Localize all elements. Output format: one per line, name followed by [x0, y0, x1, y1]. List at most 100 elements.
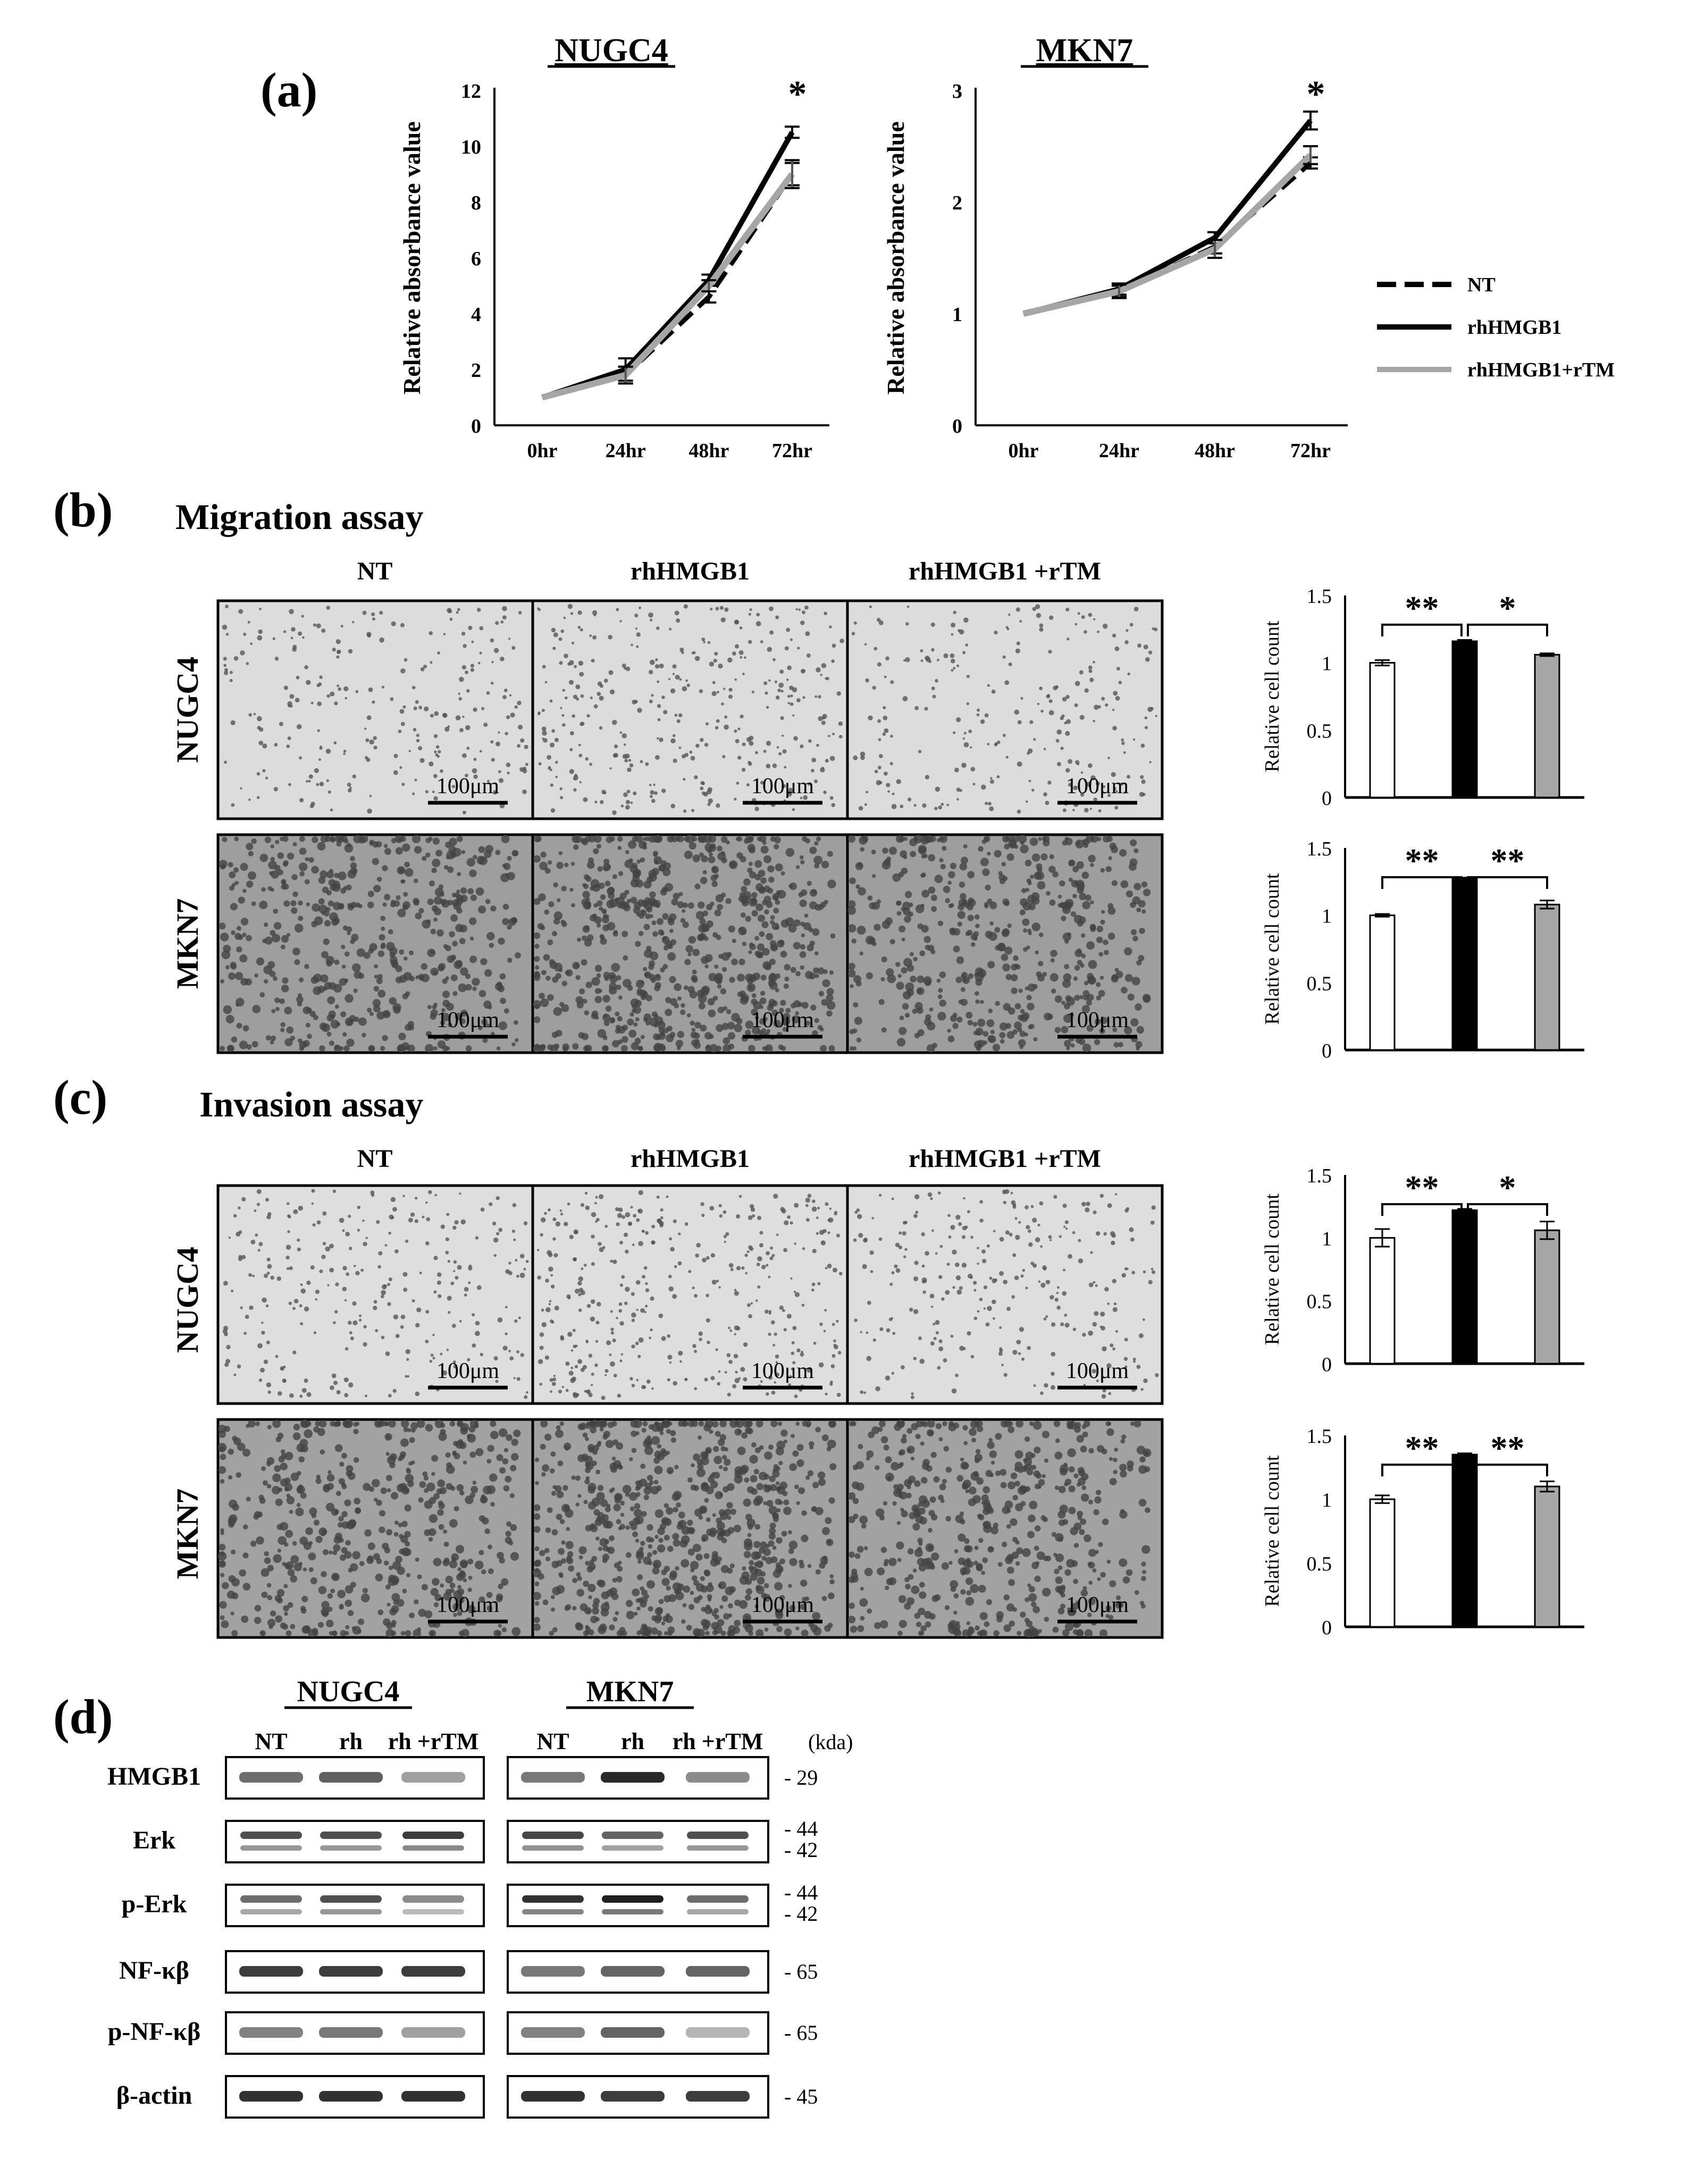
cell: [648, 612, 653, 618]
cell: [1132, 1357, 1136, 1361]
migration-micrographs-nugc4: 100μm 100μm 100μm: [216, 599, 1164, 820]
cell: [751, 892, 758, 898]
cell: [1103, 939, 1108, 945]
cell: [405, 1630, 411, 1636]
cell: [280, 1028, 285, 1032]
cell: [535, 836, 542, 842]
cell: [747, 1533, 752, 1538]
cell: [629, 1506, 635, 1511]
cell: [416, 1307, 422, 1313]
cell: [784, 964, 791, 971]
cell: [738, 1195, 742, 1198]
cell: [401, 783, 405, 786]
cell: [640, 1464, 646, 1469]
cell: [591, 659, 595, 663]
cell: [447, 900, 453, 905]
cell: [661, 1336, 666, 1341]
cell: [726, 840, 730, 845]
cell: [573, 775, 578, 780]
cell: [457, 1420, 464, 1427]
cell: [679, 648, 684, 652]
cell: [261, 1466, 266, 1471]
cell: [822, 1527, 830, 1535]
cell: [640, 1541, 645, 1546]
cell: [734, 1619, 741, 1627]
cell: [709, 661, 715, 667]
cell: [631, 1448, 637, 1453]
cell: [829, 625, 832, 628]
cell: [1112, 709, 1115, 711]
cell: [780, 690, 784, 693]
cell: [495, 1380, 499, 1383]
cell: [327, 900, 334, 906]
cell: [1039, 627, 1044, 632]
cell: [673, 1381, 677, 1386]
cell: [985, 802, 988, 805]
cell: [773, 1194, 778, 1199]
cell: [1084, 808, 1089, 813]
cell: [1124, 1267, 1128, 1271]
cell: [278, 1456, 285, 1463]
cell: [734, 1377, 740, 1383]
cell: [242, 889, 247, 893]
cell: [967, 871, 975, 879]
cell: [273, 976, 278, 981]
cell: [284, 1038, 293, 1047]
cell: [918, 1336, 922, 1340]
cell: [962, 651, 966, 654]
cell: [764, 909, 769, 915]
cell: [258, 1242, 263, 1247]
cell: [254, 1605, 262, 1612]
cell: [502, 918, 509, 926]
cell: [373, 736, 377, 741]
cell: [287, 1602, 293, 1608]
cell: [380, 1295, 384, 1299]
cell: [879, 754, 883, 758]
cell: [299, 1395, 303, 1398]
cell: [421, 973, 430, 982]
cell: [1145, 657, 1150, 662]
cell: [369, 943, 377, 951]
cell: [599, 1623, 607, 1632]
cell: [1097, 631, 1100, 633]
cell: [666, 1507, 674, 1515]
cell: [1025, 1287, 1028, 1290]
cell: [234, 836, 239, 842]
cell: [999, 1032, 1006, 1039]
cell: [321, 911, 326, 915]
cell: [425, 790, 429, 794]
cell: [632, 836, 638, 842]
cell: [357, 1618, 365, 1625]
cell: [267, 1595, 273, 1601]
cell: [292, 1432, 301, 1441]
cell: [372, 700, 375, 704]
cell: [1090, 836, 1095, 842]
cell: [443, 633, 446, 636]
cell: [567, 662, 571, 666]
cell: [616, 1222, 620, 1227]
cell: [254, 1209, 257, 1212]
cell: [824, 1309, 827, 1312]
cell: [869, 605, 872, 609]
scale-bar-label: 100μm: [751, 1359, 814, 1383]
cell: [1124, 947, 1132, 956]
cell: [503, 1485, 510, 1492]
cell: [254, 1511, 261, 1518]
cell: [261, 1568, 270, 1577]
cell: [432, 859, 441, 868]
cell: [294, 959, 300, 965]
cell: [393, 1006, 401, 1014]
cell: [586, 1304, 591, 1308]
cell: [921, 1232, 925, 1237]
cell: [597, 866, 603, 872]
cell: [734, 1023, 743, 1032]
cell: [400, 1631, 406, 1636]
cell: [657, 718, 661, 721]
cell: [400, 721, 405, 726]
cell: [632, 1244, 635, 1246]
cell: [939, 835, 947, 843]
cell: [582, 925, 590, 933]
cell: [1091, 1368, 1096, 1374]
cell: [989, 806, 994, 811]
cell: [1127, 775, 1131, 779]
